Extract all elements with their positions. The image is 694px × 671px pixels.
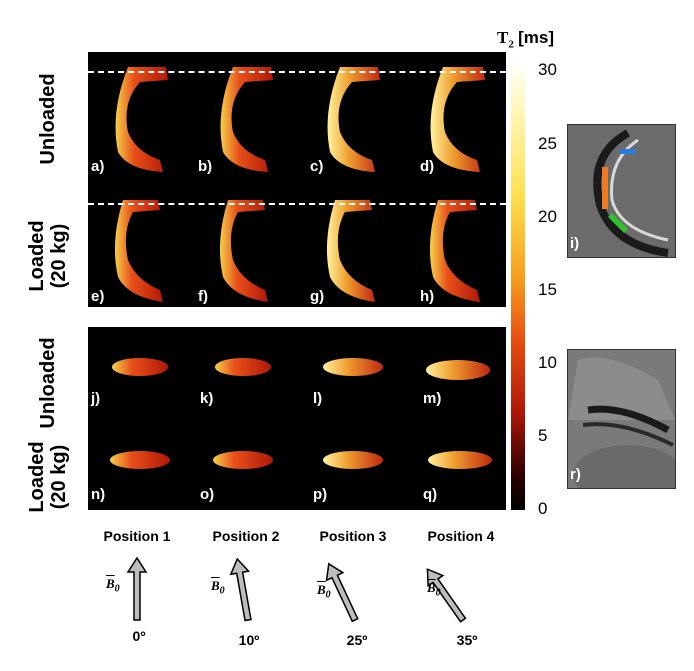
map-j <box>112 358 168 376</box>
region-marker-green <box>608 213 628 233</box>
position-label-1: Position 1 <box>103 528 171 544</box>
cell-label-l: l) <box>313 390 323 407</box>
region-marker-blue <box>620 149 636 154</box>
field-arrows <box>126 556 467 623</box>
b0-arrow-35deg <box>426 568 467 623</box>
b0-arrow-10deg <box>229 557 252 622</box>
position-label-4: Position 4 <box>427 528 495 544</box>
angle-label-3: 25º <box>346 632 368 648</box>
map-k <box>215 358 271 376</box>
map-q <box>428 451 492 469</box>
map-d <box>430 67 485 172</box>
b0-arrow-0deg <box>126 556 148 621</box>
b0-arrow-25deg <box>325 562 359 623</box>
cell-label-g: g) <box>310 288 325 305</box>
angle-label-1: 0º <box>132 628 146 644</box>
cell-label-k: k) <box>200 390 214 407</box>
row-label-top-loaded: Loaded (20 kg) <box>26 220 70 292</box>
colorbar-tick-15: 15 <box>538 280 557 299</box>
cell-label-h: h) <box>420 288 435 305</box>
top-map-panel <box>88 52 506 307</box>
reference-line-unloaded <box>88 71 506 73</box>
row-label-bottom-loaded: Loaded (20 kg) <box>26 441 70 513</box>
map-f <box>219 200 268 302</box>
inset-sagittal-svg <box>568 350 675 488</box>
position-label-2: Position 2 <box>212 528 280 544</box>
position-label-3: Position 3 <box>319 528 387 544</box>
colorbar-tick-25: 25 <box>538 134 557 153</box>
cell-label-p: p) <box>313 486 328 503</box>
map-h <box>429 200 480 302</box>
cell-label-b: b) <box>198 158 213 175</box>
b0-label-1: B0 <box>106 576 120 595</box>
cell-label-d: d) <box>420 158 435 175</box>
cell-label-c: c) <box>310 158 324 175</box>
colorbar-tick-0: 0 <box>538 499 548 518</box>
top-map-svg <box>114 67 485 302</box>
cell-label-q: q) <box>423 486 438 503</box>
map-p <box>323 451 383 469</box>
map-o <box>213 451 273 469</box>
bottom-map-panel <box>88 327 506 510</box>
angle-label-2: 10º <box>238 632 260 648</box>
colorbar-title: T2 [ms] <box>497 28 554 51</box>
map-n <box>110 451 170 469</box>
b0-label-4: B0 <box>427 580 441 599</box>
cell-label-e: e) <box>91 288 105 305</box>
cell-label-a: a) <box>91 158 105 175</box>
inset-axial-svg <box>568 125 675 257</box>
cell-label-j: j) <box>91 390 101 407</box>
b0-label-2: B0 <box>211 578 225 597</box>
colorbar-tick-5: 5 <box>538 426 548 445</box>
bottom-map-svg <box>110 358 492 469</box>
cell-label-n: n) <box>91 486 106 503</box>
map-m <box>426 360 490 380</box>
colorbar-tick-30: 30 <box>538 60 557 79</box>
map-c <box>327 67 380 172</box>
cell-label-m: m) <box>423 390 442 407</box>
map-b <box>220 67 273 172</box>
inset-sagittal-mri <box>567 349 676 489</box>
cell-label-i: i) <box>570 235 580 252</box>
cell-label-o: o) <box>200 486 215 503</box>
row-label-top-unloaded: Unloaded <box>37 73 59 165</box>
map-a <box>115 67 168 172</box>
cell-label-r: r) <box>570 466 581 483</box>
map-e <box>114 200 163 302</box>
colorbar <box>511 60 525 510</box>
region-marker-orange <box>602 167 608 209</box>
map-l <box>323 358 383 376</box>
inset-axial-mri <box>567 124 676 258</box>
map-g <box>326 200 375 302</box>
colorbar-tick-10: 10 <box>538 353 557 372</box>
angle-label-4: 35º <box>456 632 478 648</box>
colorbar-tick-20: 20 <box>538 207 557 226</box>
reference-line-loaded <box>88 203 506 205</box>
b0-label-3: B0 <box>317 582 331 601</box>
cell-label-f: f) <box>198 288 208 305</box>
